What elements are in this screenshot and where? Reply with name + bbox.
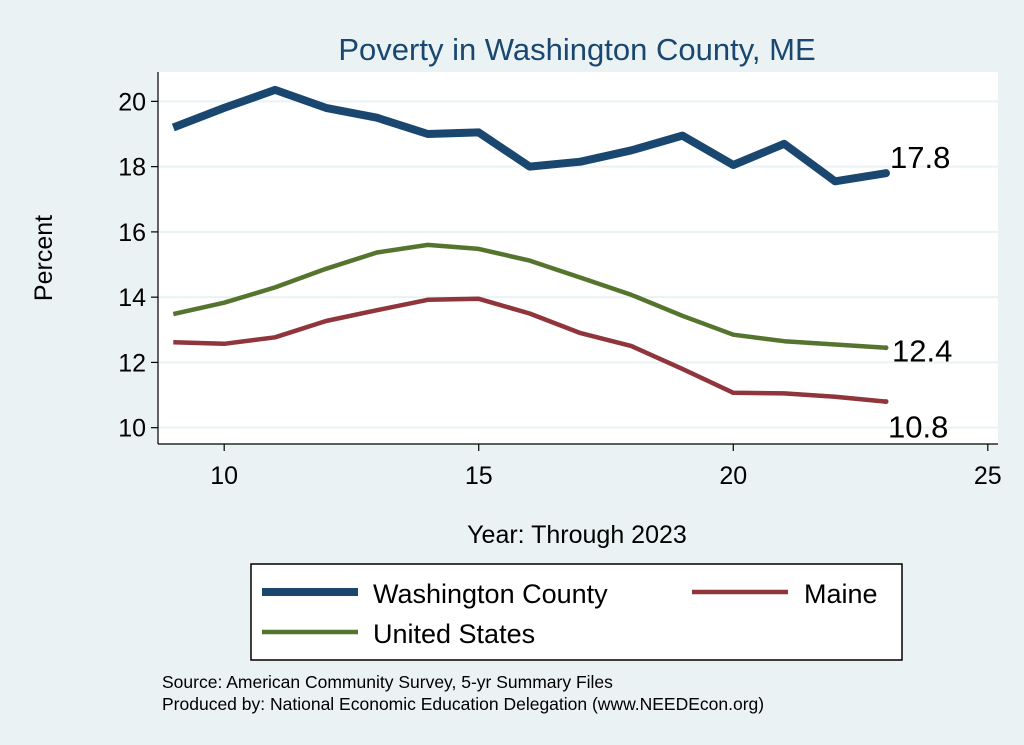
series-line-maine [173,296,887,404]
axes: 10 12 14 16 18 20 10 15 20 25 [118,72,1002,490]
legend-label-united-states: United States [373,619,535,649]
legend-box [250,563,903,661]
series-line-washington-county [171,85,887,186]
legend-label-maine: Maine [804,579,878,609]
series-end-marker-united-states [883,345,889,351]
source-note: Source: American Community Survey, 5-yr … [162,672,613,692]
legend: Washington County Maine United States [250,563,903,661]
end-label-washington-county: 17.8 [890,140,950,175]
series-line-united-states [172,242,887,350]
series-end-marker-washington-county [882,169,890,178]
chart-title: Poverty in Washington County, ME [338,32,815,67]
series-end-marker-maine [883,399,889,405]
x-tick-label-25: 25 [974,462,1002,490]
y-axis-title: Percent [30,215,58,301]
y-tick-label-12: 12 [118,349,146,377]
x-tick-label-15: 15 [465,462,493,490]
legend-label-washington-county: Washington County [373,579,608,609]
plot-area [158,72,998,444]
y-tick-label-14: 14 [118,284,146,312]
x-tick-label-10: 10 [210,462,238,490]
end-label-united-states: 12.4 [892,334,952,369]
y-tick-label-16: 16 [118,219,146,247]
x-axis-title: Year: Through 2023 [467,521,687,549]
end-labels: 17.8 10.8 12.4 [888,140,952,444]
series-lines [171,85,890,405]
y-tick-label-20: 20 [118,88,146,116]
y-tick-label-18: 18 [118,154,146,182]
end-label-maine: 10.8 [888,410,948,445]
y-tick-label-10: 10 [118,415,146,443]
x-tick-label-20: 20 [719,462,747,490]
producer-note: Produced by: National Economic Education… [162,694,764,714]
